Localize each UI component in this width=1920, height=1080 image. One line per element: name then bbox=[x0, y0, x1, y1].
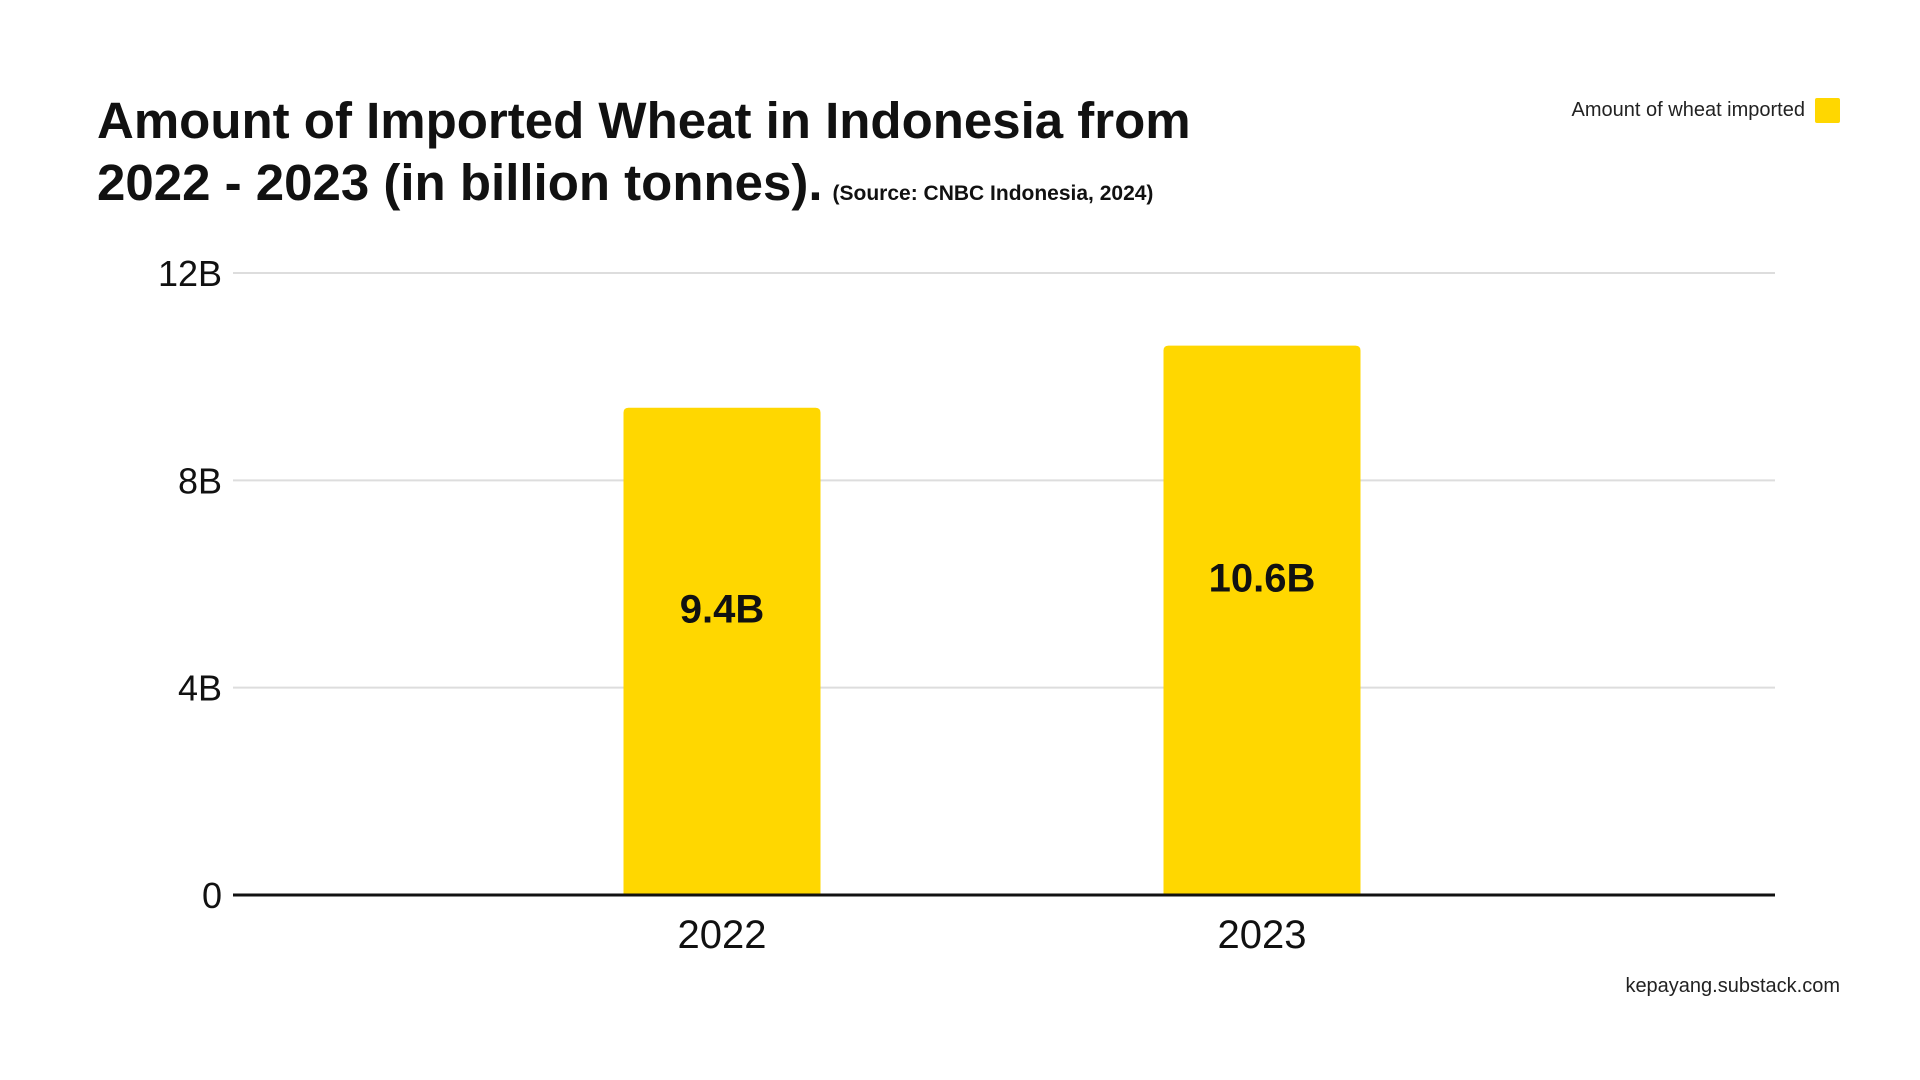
x-tick-label: 2023 bbox=[1218, 913, 1307, 957]
data-label: 9.4B bbox=[680, 587, 765, 631]
bar-2022 bbox=[623, 407, 821, 895]
footer-credit: kepayang.substack.com bbox=[1625, 975, 1840, 997]
y-tick-label: 12B bbox=[158, 253, 222, 294]
chart-title-line-2-text: 2022 - 2023 (in billion tonnes). bbox=[97, 154, 823, 211]
chart-title-line-1: Amount of Imported Wheat in Indonesia fr… bbox=[97, 92, 1191, 149]
y-tick-label: 4B bbox=[178, 668, 222, 709]
data-label: 10.6B bbox=[1209, 556, 1316, 600]
chart-title: Amount of Imported Wheat in Indonesia fr… bbox=[97, 90, 1347, 225]
y-tick-label: 0 bbox=[202, 875, 222, 916]
bar-2023 bbox=[1163, 345, 1361, 896]
x-tick-label: 2022 bbox=[678, 913, 767, 957]
chart-legend: Amount of wheat imported bbox=[1572, 98, 1840, 123]
legend-label: Amount of wheat imported bbox=[1571, 99, 1805, 121]
legend-swatch bbox=[1815, 98, 1840, 123]
chart-source: (Source: CNBC Indonesia, 2024) bbox=[832, 182, 1154, 205]
y-tick-label: 8B bbox=[178, 460, 222, 501]
chart-title-line-2: 2022 - 2023 (in billion tonnes). (Source:… bbox=[97, 152, 1347, 225]
